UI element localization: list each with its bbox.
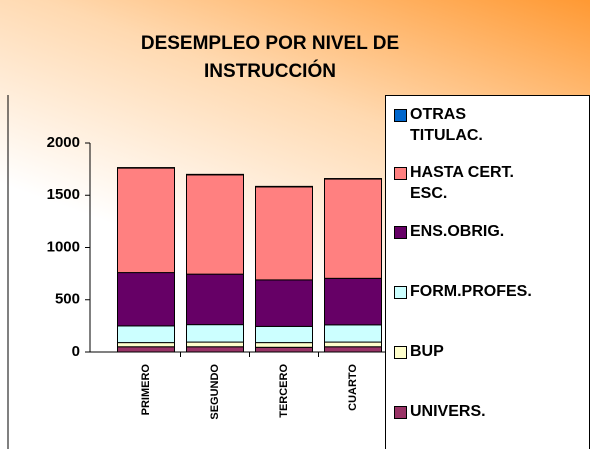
legend-label: FORM.PROFES. bbox=[410, 283, 532, 300]
x-tick-label: SEGUNDO bbox=[209, 364, 221, 420]
bar-segment bbox=[117, 346, 175, 353]
y-tick-label: 0 bbox=[72, 343, 80, 360]
legend-label: UNIVERS. bbox=[410, 403, 486, 420]
bar-segment bbox=[186, 273, 244, 326]
legend-swatch bbox=[394, 406, 407, 419]
bar-segment bbox=[255, 185, 313, 188]
legend-label: ENS.OBRIG. bbox=[410, 223, 505, 240]
legend-label: BUP bbox=[410, 343, 444, 360]
legend-item: HASTA CERT. ESC. bbox=[394, 162, 590, 204]
legend-item: OTRAS TITULAC. bbox=[394, 104, 590, 146]
bar-segment bbox=[255, 279, 313, 327]
legend-swatch bbox=[394, 346, 407, 359]
bar-segment bbox=[324, 341, 382, 348]
bar-segment bbox=[324, 178, 382, 279]
legend-item: FORM.PROFES. bbox=[394, 281, 590, 302]
bar-segment bbox=[117, 325, 175, 344]
legend-item: BUP bbox=[394, 341, 590, 362]
bar-segment bbox=[186, 174, 244, 275]
x-tick-label: TERCERO bbox=[278, 364, 290, 418]
y-tick-label: 1500 bbox=[47, 186, 80, 203]
bar-segment bbox=[324, 346, 382, 353]
bar-segment bbox=[186, 173, 244, 176]
bar-segment bbox=[255, 325, 313, 344]
legend-swatch bbox=[394, 226, 407, 239]
y-tick-label: 1000 bbox=[47, 238, 80, 255]
legend-swatch bbox=[394, 167, 407, 180]
legend-swatch bbox=[394, 109, 407, 122]
bar-segment bbox=[117, 167, 175, 169]
bar-segment bbox=[324, 324, 382, 343]
y-tick-label: 500 bbox=[55, 291, 80, 308]
bar-segment bbox=[117, 272, 175, 327]
y-tick-label: 2000 bbox=[47, 134, 80, 151]
bar-segment bbox=[255, 342, 313, 348]
bar-segment bbox=[186, 346, 244, 353]
chart-title: DESEMPLEO POR NIVEL DE INSTRUCCIÓN bbox=[140, 33, 400, 82]
bar-segment bbox=[117, 167, 175, 274]
legend-label: HASTA CERT. ESC. bbox=[410, 164, 514, 202]
bar-segment bbox=[186, 324, 244, 343]
x-tick-label: PRIMERO bbox=[140, 364, 152, 416]
bar-segment bbox=[324, 277, 382, 326]
bar-segment bbox=[324, 178, 382, 180]
bar-segment bbox=[255, 346, 313, 353]
bar-segment bbox=[117, 342, 175, 348]
x-tick-label: CUARTO bbox=[347, 364, 359, 411]
legend: OTRAS TITULAC. HASTA CERT. ESC. ENS.OBRIG.… bbox=[385, 95, 590, 449]
bar-segment bbox=[255, 186, 313, 281]
bar-segment bbox=[186, 341, 244, 348]
legend-label: OTRAS TITULAC. bbox=[410, 106, 483, 144]
legend-item: ENS.OBRIG. bbox=[394, 221, 590, 242]
legend-swatch bbox=[394, 286, 407, 299]
legend-item: UNIVERS. bbox=[394, 401, 590, 422]
